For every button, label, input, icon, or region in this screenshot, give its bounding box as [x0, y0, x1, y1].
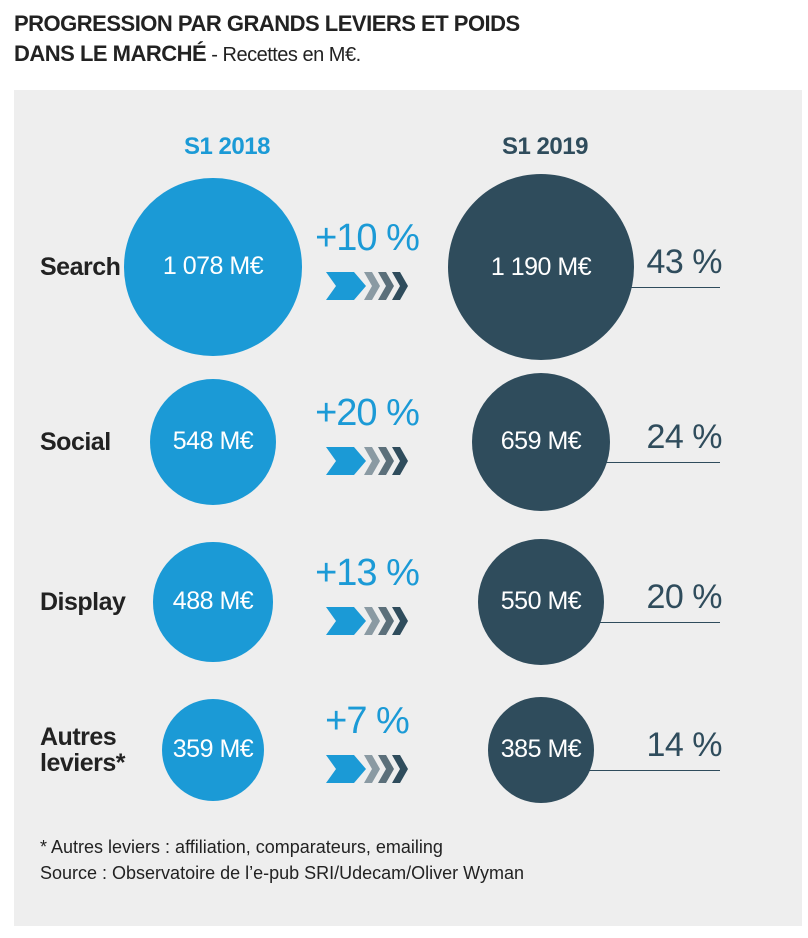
row-label-part: leviers*	[40, 749, 125, 777]
bubble-2019: 1 190 M€	[448, 174, 634, 360]
column-header-2018: S1 2018	[184, 133, 270, 160]
bubble-2018: 1 078 M€	[124, 178, 302, 356]
growth-arrows	[326, 755, 408, 783]
title-line-1: PROGRESSION PAR GRANDS LEVIERS ET POIDS	[14, 11, 520, 36]
growth-arrows	[326, 607, 408, 635]
row-label-part: Autres	[40, 723, 117, 751]
row-label: Autres leviers*	[40, 724, 125, 776]
growth-arrows	[326, 272, 408, 300]
title-line-2-bold: DANS LE MARCHÉ	[14, 41, 207, 66]
market-share-underline	[598, 622, 720, 623]
row-label: Social	[40, 428, 111, 456]
bubble-2018: 488 M€	[153, 542, 273, 662]
growth-label: +13 %	[315, 552, 420, 594]
chevron-arrow-icon	[326, 607, 366, 635]
footnote-source: Source : Observatoire de l’e-pub SRI/Ude…	[40, 863, 525, 883]
chart-panel: S1 2018 S1 2019 Search 1 078 M€ 1 190 M€ +1…	[14, 90, 802, 926]
footnotes: * Autres leviers : affiliation, comparat…	[40, 834, 524, 886]
row-label: Search	[40, 253, 121, 281]
market-share-label: 24 %	[646, 418, 723, 456]
growth-label: +20 %	[315, 392, 420, 434]
growth-label: +7 %	[325, 700, 410, 742]
chevron-arrow-icon	[392, 607, 408, 635]
chevron-arrow-icon	[378, 272, 394, 300]
chevron-arrow-icon	[392, 755, 408, 783]
market-share-label: 43 %	[646, 243, 723, 281]
growth-label: +10 %	[315, 217, 420, 259]
title-line-2: DANS LE MARCHÉ - Recettes en M€.	[14, 39, 520, 70]
title-line-2-subtitle: - Recettes en M€.	[206, 44, 361, 66]
bubble-2019: 659 M€	[471, 372, 611, 512]
chevron-arrow-icon	[326, 755, 366, 783]
growth-arrows	[326, 447, 408, 475]
bubble-2019: 550 M€	[477, 538, 605, 666]
footnote-autres-leviers: * Autres leviers : affiliation, comparat…	[40, 837, 443, 857]
chevron-arrow-icon	[378, 755, 394, 783]
chevron-arrow-icon	[364, 607, 380, 635]
chevron-arrow-icon	[392, 447, 408, 475]
market-share-label: 20 %	[646, 578, 723, 616]
chevron-arrow-icon	[326, 272, 366, 300]
chevron-arrow-icon	[364, 272, 380, 300]
chart-title: PROGRESSION PAR GRANDS LEVIERS ET POIDS …	[14, 9, 520, 70]
chevron-arrow-icon	[364, 755, 380, 783]
bubble-2018: 359 M€	[161, 698, 265, 802]
chevron-arrow-icon	[378, 447, 394, 475]
chevron-arrow-icon	[392, 272, 408, 300]
chevron-arrow-icon	[326, 447, 366, 475]
market-share-label: 14 %	[646, 726, 723, 764]
bubble-2019: 385 M€	[488, 697, 594, 803]
market-share-underline	[587, 770, 720, 771]
chevron-arrow-icon	[364, 447, 380, 475]
column-header-2019: S1 2019	[502, 133, 588, 160]
market-share-underline	[604, 462, 720, 463]
row-label: Display	[40, 588, 126, 616]
market-share-underline	[628, 287, 720, 288]
chevron-arrow-icon	[378, 607, 394, 635]
bubble-2018: 548 M€	[149, 378, 277, 506]
